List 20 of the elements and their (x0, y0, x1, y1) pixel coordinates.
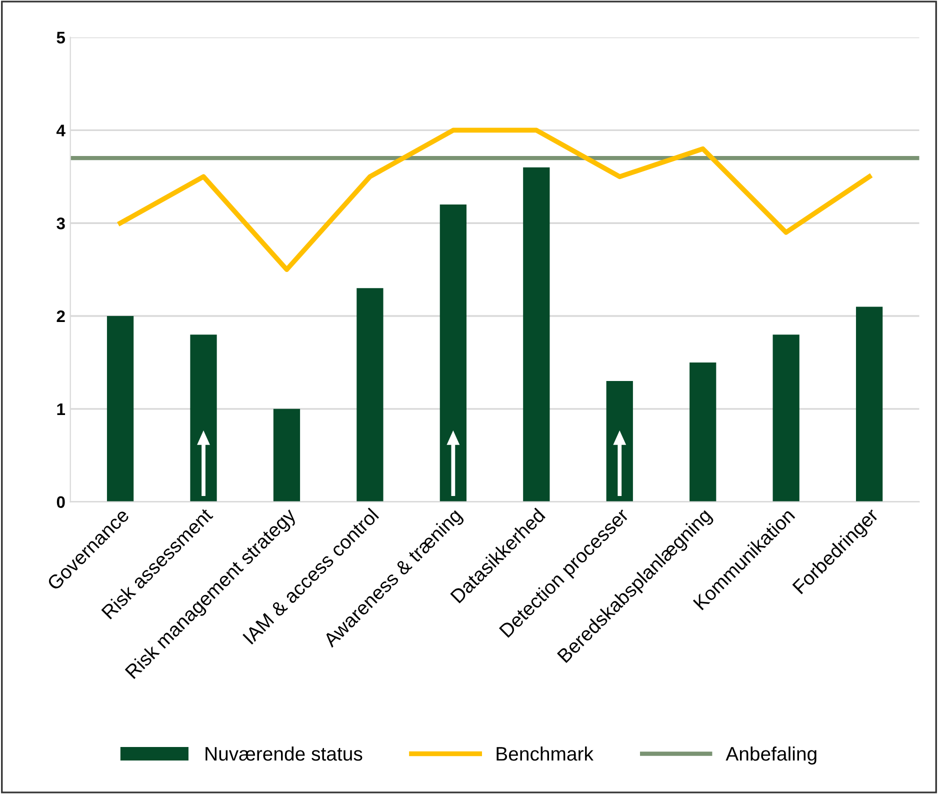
bar (690, 362, 716, 502)
bar (273, 408, 300, 502)
legend-label: Benchmark (496, 746, 594, 761)
bar (606, 381, 633, 502)
y-tick-label: 3 (56, 218, 65, 230)
y-tick-label: 1 (57, 403, 66, 415)
y-tick-label: 2 (56, 310, 65, 322)
bar (523, 167, 550, 502)
legend-label: Anbefaling (726, 746, 816, 765)
line-series (118, 128, 872, 272)
bar (106, 316, 134, 502)
bar (356, 288, 384, 502)
y-tick-label: 0 (56, 496, 65, 508)
bar (772, 334, 800, 502)
y-tick-label: 4 (56, 124, 66, 136)
legend-label: Nuværende status (206, 746, 362, 761)
y-tick-label: 5 (56, 32, 66, 44)
bar (190, 334, 217, 502)
bar (856, 306, 883, 502)
bar (440, 204, 466, 502)
